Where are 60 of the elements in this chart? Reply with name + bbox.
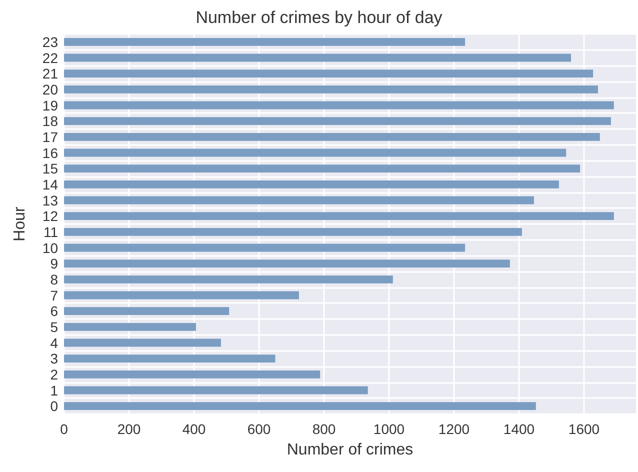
y-tick-label: 19	[42, 97, 58, 114]
bar	[64, 85, 598, 94]
y-tick-label: 15	[42, 160, 58, 177]
bar	[64, 228, 522, 236]
y-tick-label: 0	[50, 398, 58, 414]
y-tick-label: 17	[42, 128, 58, 145]
y-tick-label: 21	[42, 66, 58, 82]
chart-title: Number of crimes by hour of day	[196, 8, 443, 27]
bar	[64, 212, 614, 220]
x-axis-title: Number of crimes	[286, 442, 414, 458]
y-tick-label: 1	[50, 382, 58, 398]
bar	[64, 164, 580, 173]
y-tick-label: 22	[42, 50, 58, 66]
x-tick-label: 1200	[438, 421, 470, 437]
x-tick-label: 1000	[373, 421, 405, 437]
x-tick-label: 800	[312, 421, 336, 437]
y-tick-label: 4	[50, 334, 58, 351]
y-axis-title: Hour	[12, 206, 28, 242]
x-tick-label: 200	[117, 421, 141, 437]
y-tick-label: 8	[50, 271, 58, 288]
y-tick-label: 18	[42, 113, 58, 130]
y-tick-label: 12	[42, 208, 58, 224]
bar	[64, 38, 466, 46]
bar	[64, 354, 276, 363]
bar	[64, 322, 196, 331]
bar	[64, 338, 221, 347]
bar	[64, 386, 368, 394]
bar	[64, 180, 559, 188]
y-tick-label: 2	[50, 366, 58, 382]
bar	[64, 370, 320, 378]
y-tick-label: 20	[42, 81, 58, 98]
y-tick-label: 9	[50, 256, 58, 272]
x-tick-label: 0	[60, 421, 68, 437]
y-tick-label: 14	[42, 176, 58, 192]
bar	[64, 101, 614, 110]
y-tick-label: 10	[42, 240, 58, 256]
bar	[64, 291, 299, 300]
y-tick-label: 16	[42, 144, 58, 161]
y-tick-label: 6	[50, 303, 58, 320]
bar	[64, 70, 594, 78]
bar	[64, 54, 571, 62]
x-tick-label: 1600	[568, 421, 600, 437]
y-tick-label: 5	[50, 318, 58, 335]
y-tick-label: 3	[50, 350, 58, 367]
bar	[64, 244, 466, 252]
y-tick-label: 7	[50, 287, 58, 304]
y-tick-label: 13	[42, 192, 58, 208]
bar	[64, 402, 536, 410]
bar	[64, 260, 510, 268]
bar	[64, 132, 600, 141]
bar	[64, 196, 534, 204]
x-tick-label: 1400	[503, 421, 535, 437]
y-tick-label: 23	[42, 34, 58, 50]
bar	[64, 275, 393, 284]
x-tick-label: 600	[247, 421, 271, 437]
bar	[64, 307, 230, 316]
y-tick-label: 11	[43, 224, 58, 240]
bar	[64, 148, 566, 157]
bar	[64, 117, 611, 126]
x-tick-label: 400	[182, 421, 206, 437]
